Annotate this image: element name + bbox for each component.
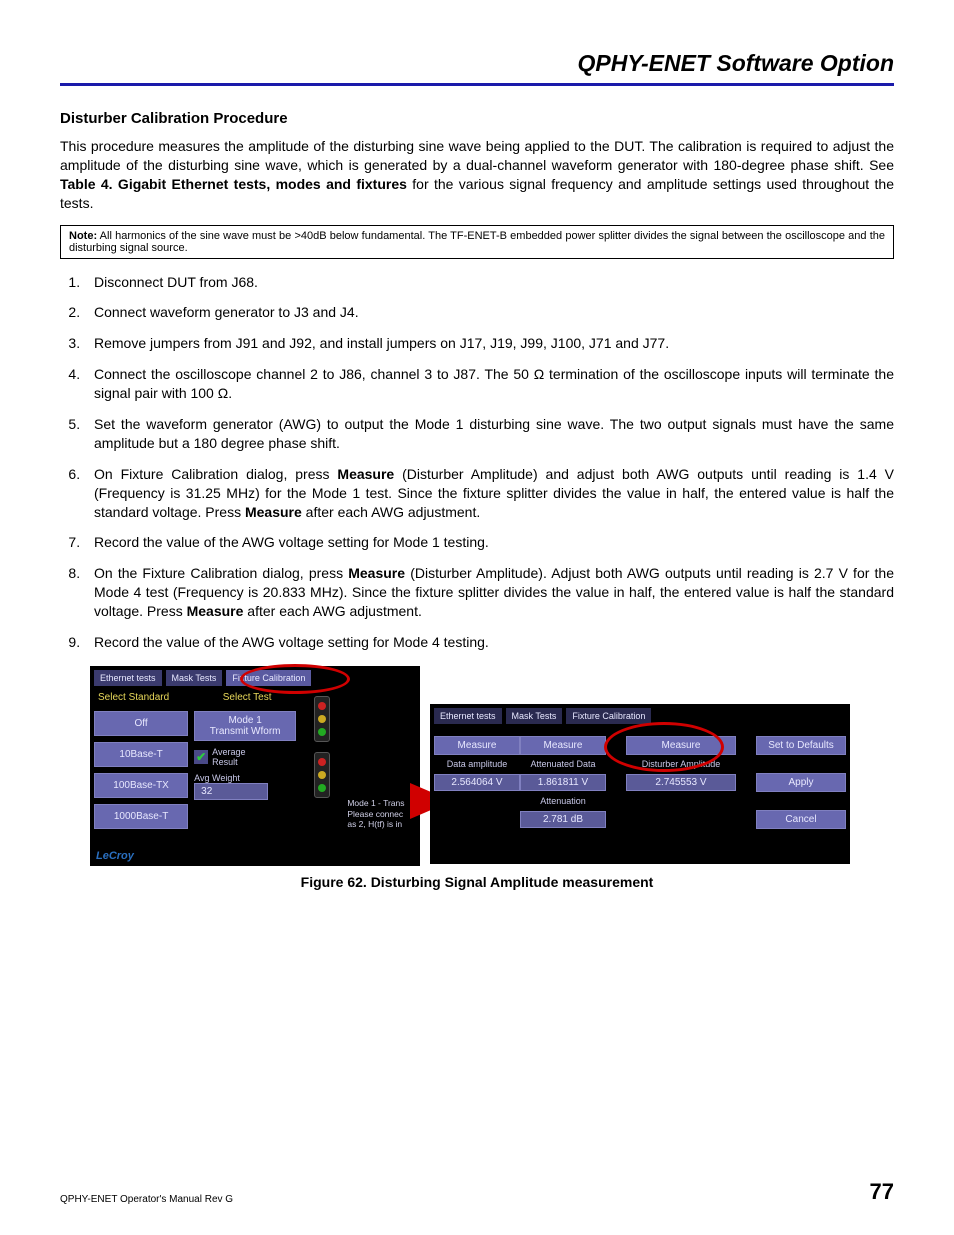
figure-caption: Figure 62. Disturbing Signal Amplitude m…	[60, 874, 894, 890]
step-7: Record the value of the AWG voltage sett…	[84, 533, 894, 552]
avg-result-row[interactable]: Average Result	[194, 747, 296, 767]
footer-manual-rev: QPHY-ENET Operator's Manual Rev G	[60, 1194, 233, 1205]
intro-paragraph: This procedure measures the amplitude of…	[60, 137, 894, 213]
label-select-test: Select Test	[198, 692, 296, 703]
measure-button-2[interactable]: Measure	[520, 736, 606, 755]
figure-screenshot: Ethernet tests Mask Tests Fixture Calibr…	[90, 666, 894, 866]
left-tabbar: Ethernet tests Mask Tests Fixture Calibr…	[94, 670, 416, 686]
std-10base-button[interactable]: 10Base-T	[94, 742, 188, 767]
measure-button-1[interactable]: Measure	[434, 736, 520, 755]
right-tabbar: Ethernet tests Mask Tests Fixture Calibr…	[434, 708, 846, 724]
label-disturber-amplitude: Disturber Amplitude	[626, 759, 736, 769]
step-6: On Fixture Calibration dialog, press Mea…	[84, 465, 894, 522]
page-header-title: QPHY-ENET Software Option	[60, 50, 894, 77]
tab-ethernet-tests[interactable]: Ethernet tests	[94, 670, 162, 686]
note-label: Note:	[69, 230, 97, 242]
step-2: Connect waveform generator to J3 and J4.	[84, 303, 894, 322]
step-1: Disconnect DUT from J68.	[84, 273, 894, 292]
measure-button-3[interactable]: Measure	[626, 736, 736, 755]
avg-result-checkbox[interactable]	[194, 750, 208, 764]
procedure-steps: Disconnect DUT from J68. Connect wavefor…	[60, 273, 894, 652]
step-3: Remove jumpers from J91 and J92, and ins…	[84, 334, 894, 353]
header-rule	[60, 83, 894, 86]
tab-mask-tests[interactable]: Mask Tests	[506, 708, 563, 724]
tab-fixture-calibration[interactable]: Fixture Calibration	[226, 670, 311, 686]
footer-page-number: 77	[870, 1179, 894, 1205]
avg-weight-label: Avg Weight	[194, 773, 296, 783]
std-100base-button[interactable]: 100Base-TX	[94, 773, 188, 798]
note-box: Note: All harmonics of the sine wave mus…	[60, 225, 894, 259]
apply-button[interactable]: Apply	[756, 773, 846, 792]
section-heading: Disturber Calibration Procedure	[60, 110, 894, 127]
value-attenuation[interactable]: 2.781 dB	[520, 811, 606, 828]
set-defaults-button[interactable]: Set to Defaults	[756, 736, 846, 755]
label-attenuated-data: Attenuated Data	[520, 759, 606, 769]
label-select-standard: Select Standard	[98, 692, 188, 703]
cancel-button[interactable]: Cancel	[756, 810, 846, 829]
step-9: Record the value of the AWG voltage sett…	[84, 633, 894, 652]
ui-left-panel: Ethernet tests Mask Tests Fixture Calibr…	[90, 666, 420, 866]
label-attenuation: Attenuation	[520, 796, 606, 806]
step-5: Set the waveform generator (AWG) to outp…	[84, 415, 894, 453]
traffic-light-icon	[314, 752, 330, 798]
value-attenuated-data[interactable]: 1.861811 V	[520, 774, 606, 791]
page-footer: QPHY-ENET Operator's Manual Rev G 77	[60, 1179, 894, 1205]
step-8: On the Fixture Calibration dialog, press…	[84, 564, 894, 621]
label-data-amplitude: Data amplitude	[434, 759, 520, 769]
traffic-light-icon	[314, 696, 330, 742]
tab-fixture-calibration[interactable]: Fixture Calibration	[566, 708, 651, 724]
lecroy-logo: LeCroy	[96, 850, 134, 862]
std-off-button[interactable]: Off	[94, 711, 188, 736]
value-data-amplitude[interactable]: 2.564064 V	[434, 774, 520, 791]
step-4: Connect the oscilloscope channel 2 to J8…	[84, 365, 894, 403]
avg-result-label: Average Result	[212, 747, 245, 767]
value-disturber-amplitude[interactable]: 2.745553 V	[626, 774, 736, 791]
mode1-transmit-button[interactable]: Mode 1 Transmit Wform	[194, 711, 296, 741]
note-text: All harmonics of the sine wave must be >…	[69, 230, 885, 254]
ui-right-panel: Ethernet tests Mask Tests Fixture Calibr…	[430, 704, 850, 864]
std-1000base-button[interactable]: 1000Base-T	[94, 804, 188, 829]
avg-weight-input[interactable]: 32	[194, 783, 268, 800]
mode-note-text: Mode 1 - Trans Please connec as 2, H(tf)…	[347, 798, 416, 829]
tab-ethernet-tests[interactable]: Ethernet tests	[434, 708, 502, 724]
tab-mask-tests[interactable]: Mask Tests	[166, 670, 223, 686]
